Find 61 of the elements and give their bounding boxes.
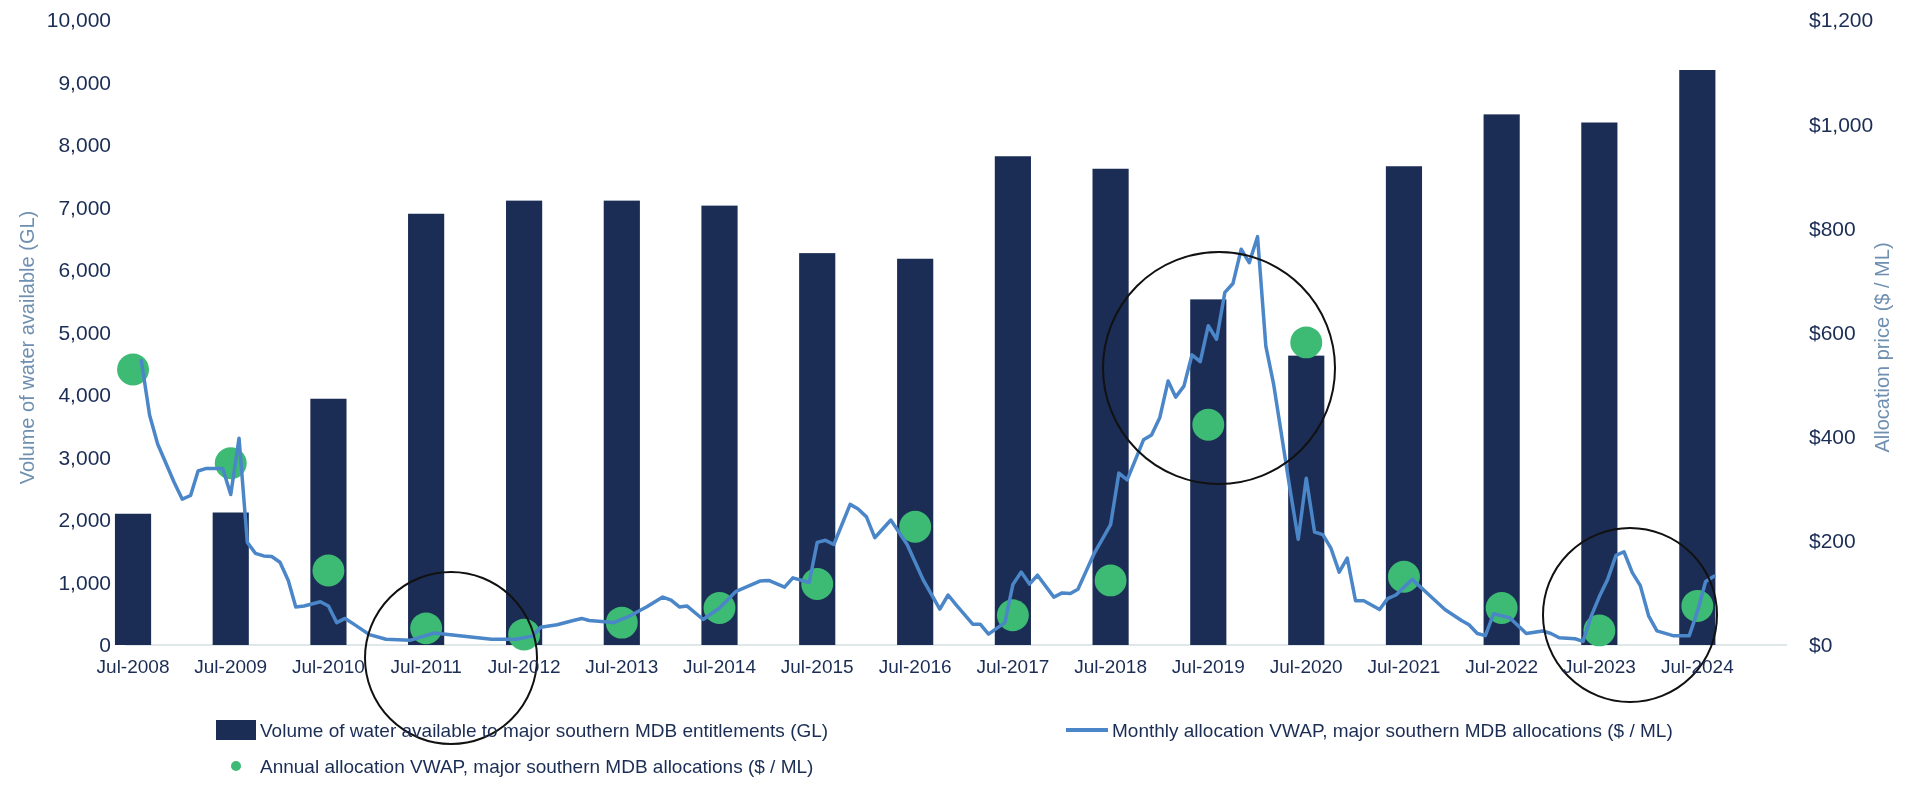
- bar: [897, 258, 934, 645]
- point: [1290, 326, 1323, 359]
- bar: [408, 213, 445, 645]
- y2-tick-label: $600: [1809, 320, 1856, 344]
- x-tick-label: Jul-2008: [96, 656, 170, 677]
- y-tick-label: 0: [99, 633, 111, 657]
- y-tick-label: 9,000: [58, 70, 111, 94]
- point: [117, 353, 149, 386]
- y-tick-label: 2,000: [58, 508, 111, 532]
- x-tick-label: Jul-2022: [1465, 656, 1539, 677]
- y-tick-label: 5,000: [58, 320, 111, 344]
- y2-axis-title: Allocation price ($ / ML): [1871, 242, 1893, 453]
- y2-tick-label: $1,200: [1809, 8, 1874, 32]
- y-tick-label: 4,000: [58, 383, 111, 407]
- point: [1094, 564, 1127, 597]
- x-tick-label: Jul-2017: [976, 656, 1050, 677]
- y-tick-label: 6,000: [58, 258, 111, 282]
- bar: [114, 513, 152, 645]
- y-tick-label: 7,000: [58, 195, 111, 219]
- bar: [701, 205, 738, 645]
- x-tick-label: Jul-2023: [1562, 656, 1636, 677]
- point: [899, 510, 932, 543]
- x-tick-label: Jul-2009: [194, 656, 268, 677]
- y2-tick-label: $1,000: [1809, 112, 1874, 136]
- y2-tick-label: $800: [1809, 216, 1856, 240]
- bar: [1190, 299, 1227, 645]
- x-tick-label: Jul-2013: [585, 656, 659, 677]
- point: [312, 554, 345, 587]
- x-tick-label: Jul-2011: [390, 656, 462, 677]
- bar: [1092, 168, 1129, 645]
- bar: [1385, 166, 1423, 645]
- point: [1192, 408, 1225, 441]
- x-tick-label: Jul-2018: [1074, 656, 1148, 677]
- x-tick-label: Jul-2016: [878, 656, 952, 677]
- x-tick-label: Jul-2014: [683, 656, 757, 677]
- x-tick-label: Jul-2019: [1171, 656, 1245, 677]
- x-tick-label: Jul-2021: [1367, 656, 1441, 677]
- legend-label: Monthly allocation VWAP, major southern MDB allocations ($ / ML): [1112, 719, 1673, 741]
- bar: [1288, 355, 1325, 645]
- bar: [212, 512, 249, 645]
- y-tick-label: 3,000: [58, 445, 111, 469]
- y-tick-label: 8,000: [58, 133, 111, 157]
- y2-tick-label: $400: [1809, 425, 1856, 449]
- point: [1583, 614, 1616, 647]
- point: [801, 568, 834, 600]
- legend-label: Annual allocation VWAP, major southern MDB allocations ($ / ML): [260, 755, 814, 777]
- y2-tick-label: $0: [1809, 633, 1833, 657]
- bar: [799, 253, 836, 645]
- bar: [603, 200, 640, 645]
- bar: [1483, 114, 1520, 645]
- x-tick-label: Jul-2015: [780, 656, 854, 677]
- y2-tick-label: $200: [1809, 529, 1856, 553]
- y-tick-label: 10,000: [46, 8, 111, 32]
- bar: [1581, 122, 1618, 645]
- x-tick-label: Jul-2020: [1269, 656, 1343, 677]
- bar: [994, 156, 1031, 645]
- y-axis-title: Volume of water available (GL): [16, 210, 38, 485]
- bar: [1679, 70, 1716, 645]
- bar: [506, 200, 543, 645]
- y-tick-label: 1,000: [58, 570, 111, 594]
- x-tick-label: Jul-2010: [291, 656, 365, 677]
